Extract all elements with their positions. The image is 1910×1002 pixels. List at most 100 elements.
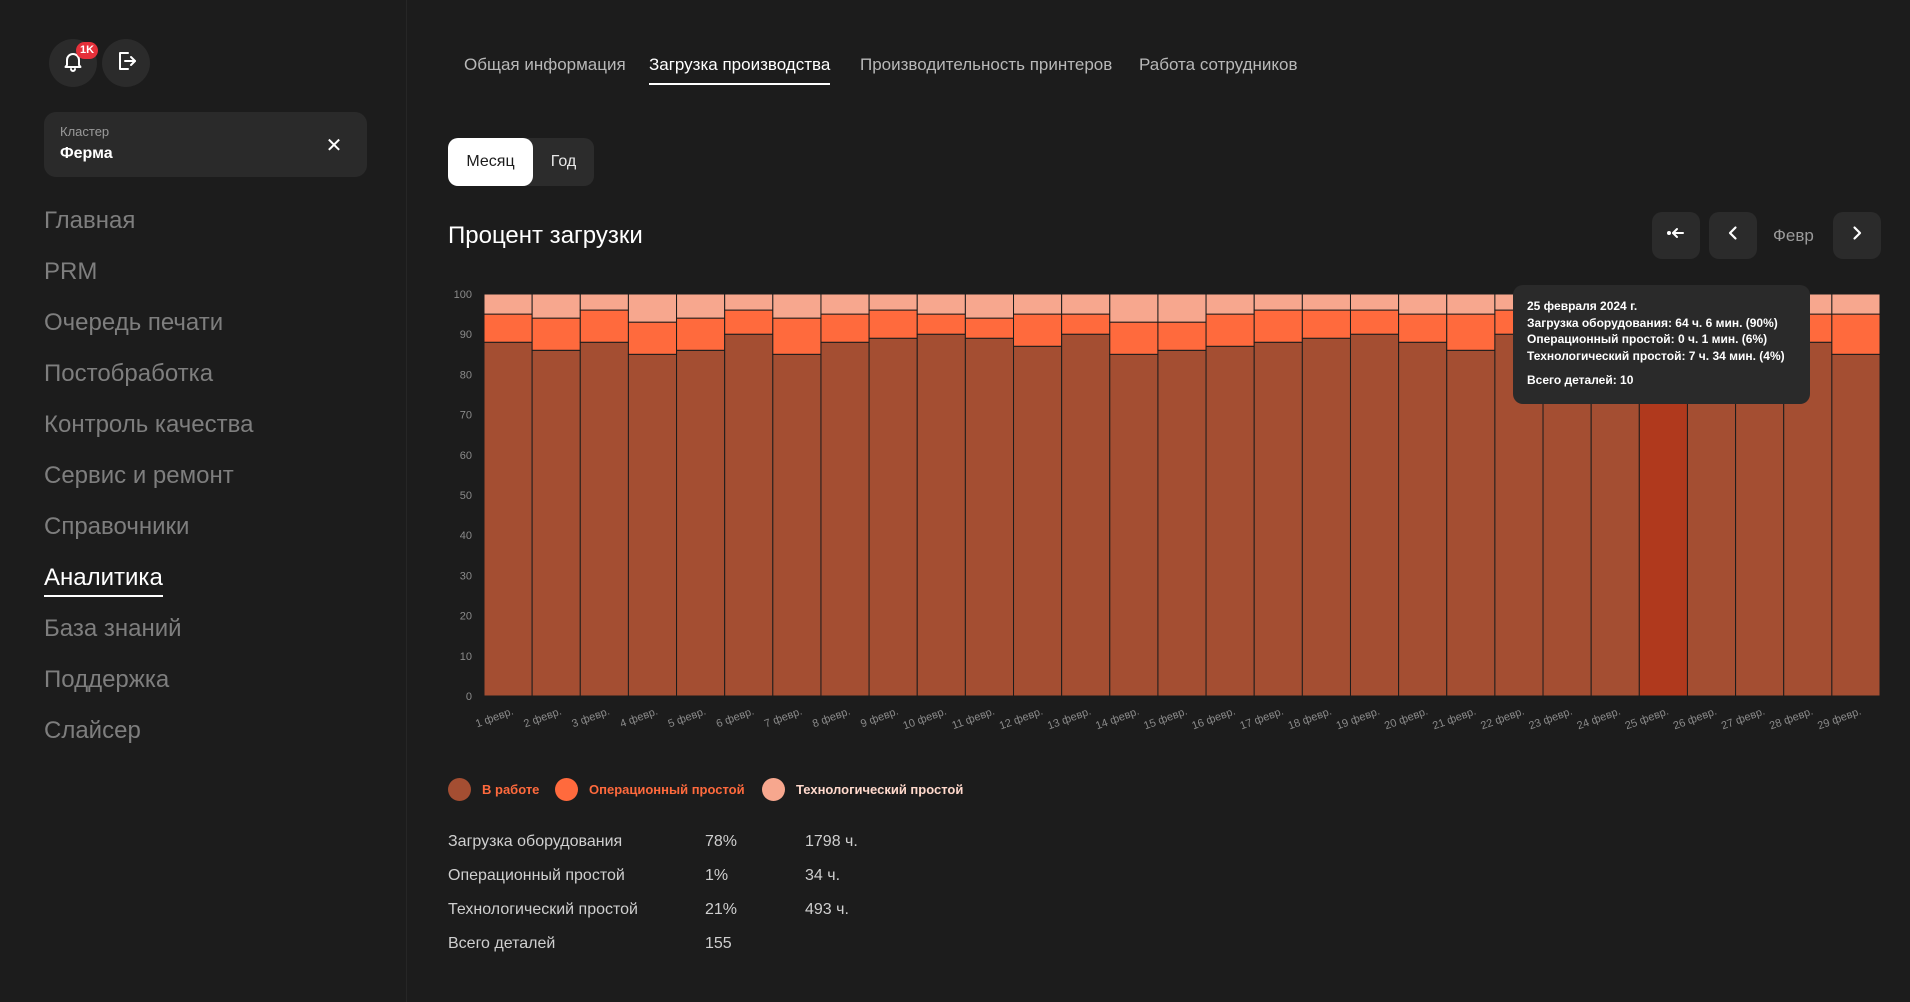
stat-label: Операционный простой [448,867,625,884]
nav-item-print-queue[interactable]: Очередь печати [44,309,224,336]
bell-icon [61,49,85,78]
bar-segment-work [627,353,678,697]
x-tick-label: 1 февр. [474,706,515,731]
y-tick-label: 50 [460,490,472,502]
x-tick-label: 17 февр. [1238,706,1285,733]
legend-swatch-work [448,778,471,801]
x-tick-label: 12 февр. [998,706,1045,733]
x-tick-label: 7 февр. [763,706,804,731]
bar-segment-technological-idle [1446,293,1496,315]
next-month-button[interactable] [1833,212,1881,259]
sidebar: 1K Кластер Ферма ✕ Главная PRM Очередь п… [0,0,407,1002]
bar-segment-technological-idle [579,293,629,311]
nav-item-support[interactable]: Поддержка [44,666,170,693]
nav-item-prm[interactable]: PRM [44,258,98,285]
stat-label: Всего деталей [448,935,556,952]
bar-segment-operational-idle [1349,309,1400,335]
bar-segment-work [820,341,870,697]
tab-employee-work[interactable]: Работа сотрудников [1139,55,1298,74]
nav-item-quality-control[interactable]: Контроль качества [44,411,254,438]
stat-hours: 34 ч. [805,867,841,884]
tooltip-date: 25 февраля 2024 г. [1527,299,1638,313]
prev-month-button[interactable] [1709,212,1757,259]
bar-segment-operational-idle [1446,313,1496,351]
x-tick-label: 18 февр. [1287,706,1334,733]
chart-title: Процент загрузки [448,222,643,249]
x-tick-label: 20 февр. [1383,706,1430,733]
bar-segment-technological-idle [483,293,533,315]
stat-percent: 21% [705,901,738,918]
bar-segment-operational-idle [868,309,918,339]
bar-segment-work [868,337,918,697]
nav-item-service-repair[interactable]: Сервис и ремонт [44,462,234,489]
period-year-button[interactable]: Год [550,153,577,170]
y-tick-label: 80 [460,369,472,381]
x-tick-label: 23 февр. [1527,706,1574,733]
period-switch: Месяц Год [448,138,594,186]
bar-segment-operational-idle [1831,313,1880,355]
bar-segment-work [1205,345,1255,697]
y-tick-label: 70 [460,410,472,422]
legend-swatch-operational-idle [555,778,578,801]
tooltip-total-parts: Всего деталей: 10 [1527,373,1634,387]
bar-segment-operational-idle [1061,313,1111,335]
bar-segment-operational-idle [916,313,966,335]
period-month-button[interactable]: Месяц [448,138,533,186]
bar-segment-work [1061,333,1111,697]
current-month-label: Февр [1773,226,1814,245]
bar-segment-technological-idle [1061,293,1111,315]
tab-production-load[interactable]: Загрузка производства [649,55,831,85]
bar-segment-technological-idle [1301,293,1351,311]
chart-tooltip: 25 февраля 2024 г. Загрузка оборудования… [1513,285,1810,404]
tooltip-operational-idle: Операционный простой: 0 ч. 1 мин. (6%) [1527,332,1768,346]
bar-segment-work [1349,333,1400,697]
nav-item-references[interactable]: Справочники [44,513,190,540]
x-tick-label: 9 февр. [859,706,900,731]
nav-item-analytics[interactable]: Аналитика [44,564,163,597]
stat-hours: 1798 ч. [805,833,858,850]
bar-segment-operational-idle [1205,313,1255,347]
bar-segment-operational-idle [964,317,1015,339]
x-tick-label: 3 февр. [570,706,611,731]
close-icon[interactable]: ✕ [325,134,343,157]
bar-segment-technological-idle [772,293,822,319]
logout-button[interactable] [102,39,150,87]
x-tick-label: 10 февр. [901,706,948,733]
nav-item-knowledge-base[interactable]: База знаний [44,615,182,642]
tab-printer-performance[interactable]: Производительность принтеров [860,55,1113,74]
bar-segment-work [1446,349,1496,697]
stat-percent: 78% [705,833,738,850]
bar-segment-operational-idle [1157,321,1207,351]
bar-segment-technological-idle [1109,293,1159,323]
tooltip-equipment-load: Загрузка оборудования: 64 ч. 6 мин. (90%… [1527,315,1778,330]
bar-segment-technological-idle [1253,293,1303,311]
bar-segment-operational-idle [627,321,678,355]
bar-segment-operational-idle [676,317,726,351]
y-tick-label: 20 [460,611,472,623]
bar-segment-technological-idle [1205,293,1255,315]
x-tick-label: 27 февр. [1720,706,1767,733]
bar-segment-operational-idle [1253,309,1303,343]
x-tick-label: 26 февр. [1672,706,1719,733]
bar-segment-operational-idle [579,309,629,343]
jump-to-start-button[interactable] [1652,212,1700,259]
tab-general-info[interactable]: Общая информация [464,55,626,74]
bar-segment-work [1253,341,1303,697]
x-tick-label: 5 февр. [667,706,708,731]
bar-segment-work [1157,349,1207,697]
bar-segment-operational-idle [1013,313,1063,347]
bar-segment-operational-idle [483,313,533,343]
bar-segment-technological-idle [1398,293,1448,315]
x-tick-label: 21 февр. [1431,706,1478,733]
x-tick-label: 29 февр. [1816,706,1863,733]
x-tick-label: 22 февр. [1479,706,1526,733]
bar-segment-operational-idle [724,309,774,335]
nav-item-slicer[interactable]: Слайсер [44,717,141,744]
bar-segment-work [1013,345,1063,697]
legend-swatch-technological-idle [762,778,785,801]
cluster-filter[interactable]: Кластер Ферма ✕ [44,112,367,177]
x-tick-label: 6 февр. [715,706,756,731]
notifications-button[interactable]: 1K [49,39,99,87]
nav-item-home[interactable]: Главная [44,207,136,234]
nav-item-postprocessing[interactable]: Постобработка [44,360,214,387]
